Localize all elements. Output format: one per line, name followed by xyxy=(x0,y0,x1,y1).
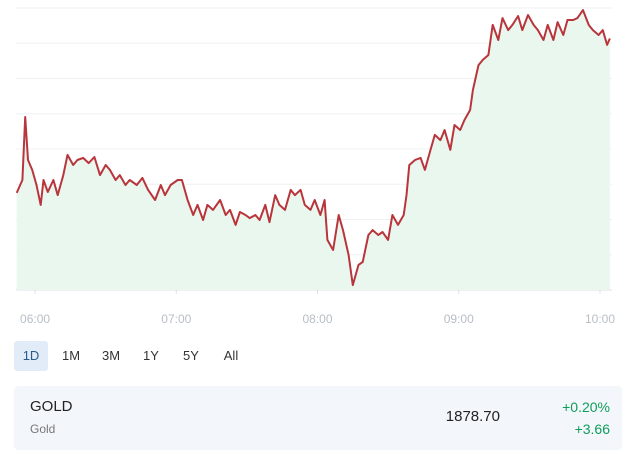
x-tick-label: 06:00 xyxy=(20,312,50,326)
range-buttons: 1D 1M 3M 1Y 5Y All xyxy=(14,341,248,371)
symbol: GOLD xyxy=(30,398,73,415)
range-button[interactable]: 1M xyxy=(61,348,81,363)
range-button[interactable]: 3M xyxy=(101,348,121,363)
chart: 06:00 07:00 08:00 09:00 10:00 xyxy=(15,7,615,326)
area xyxy=(16,10,610,290)
change: +3.66 xyxy=(574,421,610,437)
range-button[interactable]: 1Y xyxy=(143,348,159,363)
line xyxy=(15,9,611,287)
quote-card[interactable]: GOLD Gold 1878.70 +0.20% +3.66 xyxy=(14,386,622,450)
change-percent: +0.20% xyxy=(562,399,610,415)
x-tick-label: 07:00 xyxy=(161,312,191,326)
range-button[interactable]: 1D xyxy=(14,341,48,371)
name: Gold xyxy=(30,422,56,436)
price: 1878.70 xyxy=(445,408,500,425)
range-button[interactable]: All xyxy=(223,348,239,363)
x-tick-label: 08:00 xyxy=(303,312,333,326)
range-button[interactable]: 5Y xyxy=(183,348,199,363)
x-tick-label: 10:00 xyxy=(585,312,615,326)
x-tick-label: 09:00 xyxy=(444,312,474,326)
